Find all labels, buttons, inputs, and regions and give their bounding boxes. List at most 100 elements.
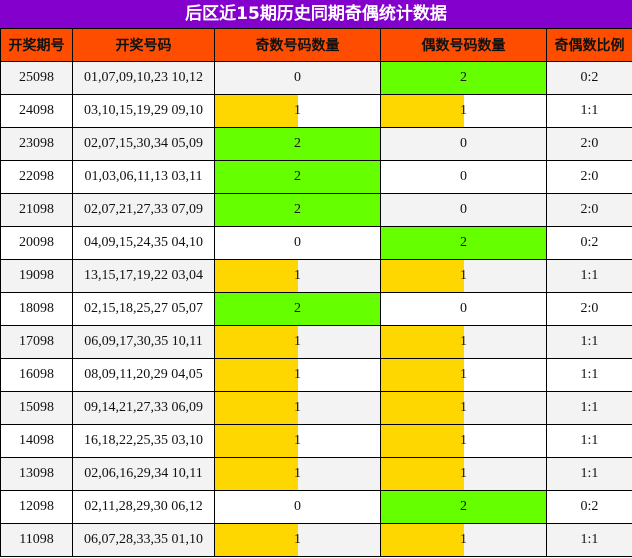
header-odd-count: 奇数号码数量 xyxy=(214,28,381,62)
cell-even-count-value: 1 xyxy=(460,400,467,415)
cell-ratio: 1:1 xyxy=(546,391,632,425)
cell-even-count-bar xyxy=(381,359,464,391)
cell-even-count: 1 xyxy=(380,457,547,491)
cell-period: 25098 xyxy=(0,61,73,95)
cell-odd-count-bar xyxy=(215,524,298,556)
cell-odd-count: 0 xyxy=(214,61,381,95)
cell-even-count: 1 xyxy=(380,94,547,128)
cell-even-count-bar xyxy=(381,425,464,457)
cell-ratio: 0:2 xyxy=(546,490,632,524)
table-row: 22098 01,03,06,11,13 03,11 2 0 2:0 xyxy=(0,160,632,194)
cell-numbers: 16,18,22,25,35 03,10 xyxy=(72,424,215,458)
cell-ratio: 2:0 xyxy=(546,160,632,194)
cell-ratio: 2:0 xyxy=(546,292,632,326)
header-numbers: 开奖号码 xyxy=(72,28,215,62)
cell-period: 16098 xyxy=(0,358,73,392)
table-row: 20098 04,09,15,24,35 04,10 0 2 0:2 xyxy=(0,226,632,260)
cell-even-count-value: 1 xyxy=(460,532,467,547)
cell-odd-count-value: 1 xyxy=(294,466,301,481)
cell-odd-count-value: 1 xyxy=(294,268,301,283)
cell-numbers: 08,09,11,20,29 04,05 xyxy=(72,358,215,392)
cell-odd-count: 1 xyxy=(214,391,381,425)
cell-odd-count-bar xyxy=(215,326,298,358)
cell-numbers: 01,07,09,10,23 10,12 xyxy=(72,61,215,95)
cell-even-count: 2 xyxy=(380,226,547,260)
cell-numbers: 02,07,15,30,34 05,09 xyxy=(72,127,215,161)
table-row: 19098 13,15,17,19,22 03,04 1 1 1:1 xyxy=(0,259,632,293)
cell-period: 22098 xyxy=(0,160,73,194)
cell-numbers: 01,03,06,11,13 03,11 xyxy=(72,160,215,194)
cell-odd-count: 1 xyxy=(214,523,381,557)
cell-even-count-bar xyxy=(381,260,464,292)
cell-period: 21098 xyxy=(0,193,73,227)
cell-numbers: 02,06,16,29,34 10,11 xyxy=(72,457,215,491)
cell-numbers: 03,10,15,19,29 09,10 xyxy=(72,94,215,128)
cell-numbers: 04,09,15,24,35 04,10 xyxy=(72,226,215,260)
cell-odd-count-value: 0 xyxy=(294,499,301,514)
cell-ratio: 1:1 xyxy=(546,424,632,458)
cell-odd-count-value: 0 xyxy=(294,70,301,85)
cell-odd-count-bar xyxy=(215,161,380,193)
cell-ratio: 0:2 xyxy=(546,226,632,260)
cell-even-count-value: 2 xyxy=(460,499,467,514)
cell-odd-count: 0 xyxy=(214,226,381,260)
cell-odd-count-value: 1 xyxy=(294,103,301,118)
cell-period: 12098 xyxy=(0,490,73,524)
cell-odd-count-value: 1 xyxy=(294,334,301,349)
cell-odd-count: 2 xyxy=(214,193,381,227)
cell-period: 14098 xyxy=(0,424,73,458)
cell-even-count: 1 xyxy=(380,259,547,293)
cell-even-count: 2 xyxy=(380,61,547,95)
cell-even-count-value: 2 xyxy=(460,70,467,85)
cell-period: 17098 xyxy=(0,325,73,359)
cell-even-count-bar xyxy=(381,524,464,556)
cell-period: 19098 xyxy=(0,259,73,293)
cell-odd-count: 2 xyxy=(214,160,381,194)
table-row: 13098 02,06,16,29,34 10,11 1 1 1:1 xyxy=(0,457,632,491)
cell-even-count-value: 0 xyxy=(460,301,467,316)
cell-numbers: 02,11,28,29,30 06,12 xyxy=(72,490,215,524)
cell-even-count-bar xyxy=(381,95,464,127)
cell-even-count-value: 1 xyxy=(460,466,467,481)
table-row: 14098 16,18,22,25,35 03,10 1 1 1:1 xyxy=(0,424,632,458)
table-row: 24098 03,10,15,19,29 09,10 1 1 1:1 xyxy=(0,94,632,128)
cell-odd-count: 1 xyxy=(214,424,381,458)
cell-even-count-value: 0 xyxy=(460,169,467,184)
cell-even-count-bar xyxy=(381,392,464,424)
cell-ratio: 1:1 xyxy=(546,259,632,293)
cell-even-count-value: 1 xyxy=(460,334,467,349)
cell-even-count-bar xyxy=(381,326,464,358)
cell-odd-count-value: 2 xyxy=(294,301,301,316)
cell-ratio: 1:1 xyxy=(546,358,632,392)
cell-period: 11098 xyxy=(0,523,73,557)
cell-odd-count: 2 xyxy=(214,292,381,326)
table-row: 15098 09,14,21,27,33 06,09 1 1 1:1 xyxy=(0,391,632,425)
cell-numbers: 06,07,28,33,35 01,10 xyxy=(72,523,215,557)
cell-numbers: 02,07,21,27,33 07,09 xyxy=(72,193,215,227)
header-row: 开奖期号 开奖号码 奇数号码数量 偶数号码数量 奇偶数比例 xyxy=(0,28,632,62)
cell-period: 18098 xyxy=(0,292,73,326)
cell-even-count: 1 xyxy=(380,523,547,557)
cell-even-count-value: 1 xyxy=(460,103,467,118)
cell-odd-count: 1 xyxy=(214,259,381,293)
cell-ratio: 2:0 xyxy=(546,127,632,161)
cell-odd-count: 0 xyxy=(214,490,381,524)
cell-odd-count: 1 xyxy=(214,94,381,128)
cell-odd-count-value: 2 xyxy=(294,136,301,151)
cell-odd-count-value: 2 xyxy=(294,202,301,217)
cell-odd-count-bar xyxy=(215,128,380,160)
cell-odd-count-bar xyxy=(215,194,380,226)
cell-period: 20098 xyxy=(0,226,73,260)
cell-period: 15098 xyxy=(0,391,73,425)
cell-even-count-value: 1 xyxy=(460,268,467,283)
cell-odd-count: 2 xyxy=(214,127,381,161)
cell-period: 13098 xyxy=(0,457,73,491)
cell-ratio: 2:0 xyxy=(546,193,632,227)
cell-numbers: 02,15,18,25,27 05,07 xyxy=(72,292,215,326)
cell-odd-count-value: 1 xyxy=(294,532,301,547)
table-row: 25098 01,07,09,10,23 10,12 0 2 0:2 xyxy=(0,61,632,95)
cell-odd-count-bar xyxy=(215,260,298,292)
cell-even-count: 1 xyxy=(380,325,547,359)
cell-odd-count-bar xyxy=(215,425,298,457)
